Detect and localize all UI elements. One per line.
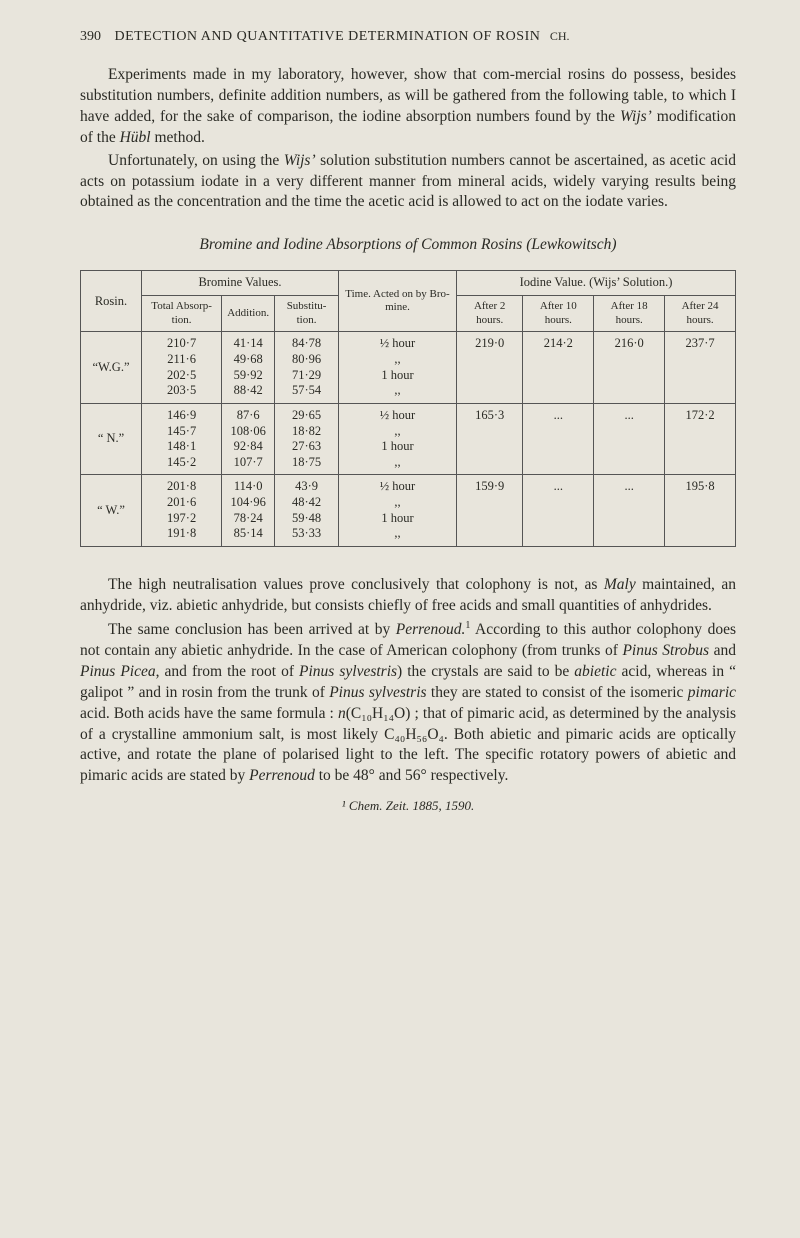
cell-after10: ... <box>523 403 594 475</box>
cell-total: 210·7 211·6 202·5 203·5 <box>142 332 222 404</box>
col-total: Total Absorp­tion. <box>142 295 222 332</box>
cell-addition: 114·0 104·96 78·24 85·14 <box>222 475 275 547</box>
wijs-term: Wijs’ <box>284 152 316 169</box>
page-number: 390 <box>80 29 101 44</box>
cell-after2: 219·0 <box>456 332 522 404</box>
cell-rosin: “ N.” <box>81 403 142 475</box>
cell-total: 146·9 145·7 148·1 145·2 <box>142 403 222 475</box>
hubl-term: Hübl <box>120 129 151 146</box>
cell-after24: 172·2 <box>665 403 736 475</box>
running-header: 390 DETECTION AND QUANTITATIVE DETERMINA… <box>80 28 736 47</box>
wijs-term: Wijs’ <box>620 108 652 125</box>
cell-rosin: “ W.” <box>81 475 142 547</box>
table-caption: Bromine and Iodine Absorptions of Common… <box>80 235 736 256</box>
text: Experiments made in my laboratory, howev… <box>108 66 515 83</box>
cell-time: ½ hour ,, 1 hour ,, <box>339 332 457 404</box>
maly-term: Maly <box>604 576 636 593</box>
formula-n: n <box>338 705 346 722</box>
cell-addition: 87·6 108·06 92·84 107·7 <box>222 403 275 475</box>
text: to be 48° and 56° respectively. <box>315 767 508 784</box>
cell-time: ½ hour ,, 1 hour ,, <box>339 403 457 475</box>
col-after10: After 10 hours. <box>523 295 594 332</box>
footnote: ¹ Chem. Zeit. 1885, 1590. <box>80 797 736 815</box>
text: method. <box>151 129 205 146</box>
text: acid. Both acids have the same formula : <box>80 705 338 722</box>
col-after18: After 18 hours. <box>594 295 665 332</box>
col-iodine-group: Iodine Value. (Wijs’ Solution.) <box>456 271 735 296</box>
text: and <box>709 642 736 659</box>
cell-substitution: 29·65 18·82 27·63 18·75 <box>275 403 339 475</box>
cell-after18: ... <box>594 475 665 547</box>
caption-text: Bromine and Iodine Absorptions of Common… <box>199 236 526 253</box>
table-head: Rosin. Bromine Values. Time. Acted on by… <box>81 271 736 332</box>
table-row: “W.G.” 210·7 211·6 202·5 203·5 41·14 49·… <box>81 332 736 404</box>
paragraph-3: The high neutralisation values prove con… <box>80 575 736 617</box>
cell-after10: ... <box>523 475 594 547</box>
cell-after2: 159·9 <box>456 475 522 547</box>
paragraph-2: Unfortunately, on using the Wijs’ soluti… <box>80 151 736 214</box>
table-row: “ N.” 146·9 145·7 148·1 145·2 87·6 108·0… <box>81 403 736 475</box>
perrenoud-term: Perrenoud. <box>396 621 466 638</box>
formula-body: (C₁₀H₁₄O) <box>346 705 411 722</box>
text: The high neutralisation values prove con… <box>108 576 604 593</box>
header-chapter: CH. <box>550 29 570 43</box>
col-after2: After 2 hours. <box>456 295 522 332</box>
footnote-text: ¹ Chem. Zeit. 1885, 1590. <box>342 798 474 813</box>
table-row: “ W.” 201·8 201·6 197·2 191·8 114·0 104·… <box>81 475 736 547</box>
col-after24: After 24 hours. <box>665 295 736 332</box>
abietic-term: abietic <box>574 663 616 680</box>
table-body: “W.G.” 210·7 211·6 202·5 203·5 41·14 49·… <box>81 332 736 547</box>
text: they are stated to consist of the isomer… <box>427 684 688 701</box>
text: The same conclusion has been arrived at … <box>108 621 396 638</box>
text: ) the crystals are said to be <box>397 663 574 680</box>
cell-after10: 214·2 <box>523 332 594 404</box>
paragraph-4: The same conclusion has been arrived at … <box>80 619 736 788</box>
cell-rosin: “W.G.” <box>81 332 142 404</box>
cell-substitution: 43·9 48·42 59·48 53·33 <box>275 475 339 547</box>
pinus-sylvestris-term: Pinus sylvestris <box>299 663 397 680</box>
pinus-picea-term: Pinus Picea <box>80 663 156 680</box>
col-rosin: Rosin. <box>81 271 142 332</box>
text: Unfortunately, on using the <box>108 152 284 169</box>
col-substitution: Substitu­tion. <box>275 295 339 332</box>
cell-time: ½ hour ,, 1 hour ,, <box>339 475 457 547</box>
cell-substitution: 84·78 80·96 71·29 57·54 <box>275 332 339 404</box>
pimaric-term: pimaric <box>688 684 736 701</box>
cell-addition: 41·14 49·68 59·92 88·42 <box>222 332 275 404</box>
caption-attrib: (Lewkowitsch) <box>526 236 616 253</box>
text: , and from the root of <box>156 663 299 680</box>
col-bromine-group: Bromine Values. <box>142 271 339 296</box>
paragraph-1: Experiments made in my laboratory, howev… <box>80 65 736 149</box>
perrenoud-term: Perrenoud <box>249 767 315 784</box>
bromine-iodine-table: Rosin. Bromine Values. Time. Acted on by… <box>80 270 736 547</box>
cell-after24: 237·7 <box>665 332 736 404</box>
col-time: Time. Acted on by Bro­mine. <box>339 271 457 332</box>
pinus-sylvestris-term: Pinus sylvestris <box>329 684 426 701</box>
col-addition: Addition. <box>222 295 275 332</box>
cell-after2: 165·3 <box>456 403 522 475</box>
cell-after18: ... <box>594 403 665 475</box>
pinus-strobus-term: Pinus Strobus <box>622 642 709 659</box>
cell-after18: 216·0 <box>594 332 665 404</box>
cell-total: 201·8 201·6 197·2 191·8 <box>142 475 222 547</box>
cell-after24: 195·8 <box>665 475 736 547</box>
header-title: DETECTION AND QUANTITATIVE DETERMINATION… <box>115 29 541 44</box>
